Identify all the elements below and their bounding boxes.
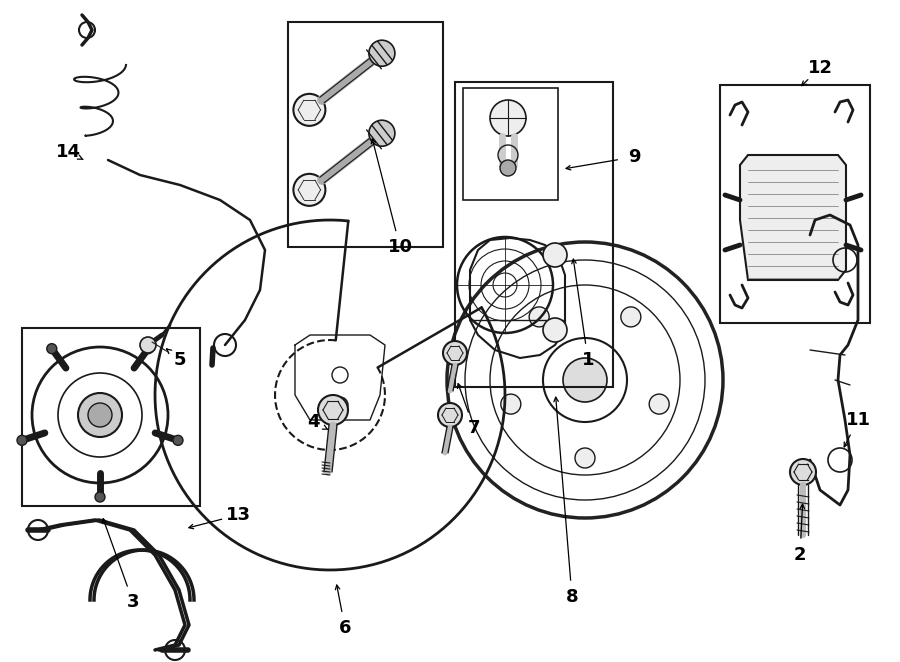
Circle shape (318, 395, 348, 425)
Text: 11: 11 (845, 411, 870, 429)
Text: 13: 13 (226, 506, 250, 524)
Text: 6: 6 (338, 619, 351, 637)
Circle shape (140, 337, 156, 353)
Text: 1: 1 (581, 351, 594, 369)
Polygon shape (740, 155, 846, 280)
Text: 9: 9 (628, 148, 640, 166)
Circle shape (78, 393, 122, 437)
Circle shape (438, 403, 462, 427)
Bar (22, 328, 200, 506)
Bar (455, 82, 613, 387)
Text: 7: 7 (468, 419, 481, 437)
Circle shape (443, 341, 467, 365)
Bar (720, 85, 870, 323)
Text: 5: 5 (174, 351, 186, 369)
Circle shape (575, 448, 595, 468)
Text: 8: 8 (566, 588, 579, 606)
Text: 10: 10 (388, 238, 412, 256)
Circle shape (490, 100, 526, 136)
Bar (463, 88, 558, 200)
Circle shape (543, 243, 567, 267)
Circle shape (143, 344, 153, 354)
Circle shape (293, 174, 326, 206)
Bar (288, 22, 443, 247)
Text: 12: 12 (807, 59, 833, 77)
Circle shape (47, 344, 57, 354)
Circle shape (95, 492, 105, 502)
Circle shape (563, 358, 607, 402)
Text: 2: 2 (794, 546, 806, 564)
Text: 4: 4 (307, 413, 320, 431)
Circle shape (500, 394, 521, 414)
Circle shape (621, 307, 641, 327)
Text: 3: 3 (127, 593, 140, 611)
Circle shape (500, 160, 516, 176)
Circle shape (17, 436, 27, 446)
Circle shape (543, 318, 567, 342)
Circle shape (649, 394, 670, 414)
Circle shape (173, 436, 183, 446)
Circle shape (369, 120, 395, 146)
Circle shape (369, 40, 395, 66)
Circle shape (529, 307, 549, 327)
Circle shape (88, 403, 112, 427)
Circle shape (790, 459, 816, 485)
Text: 14: 14 (56, 143, 80, 161)
Circle shape (293, 94, 326, 126)
